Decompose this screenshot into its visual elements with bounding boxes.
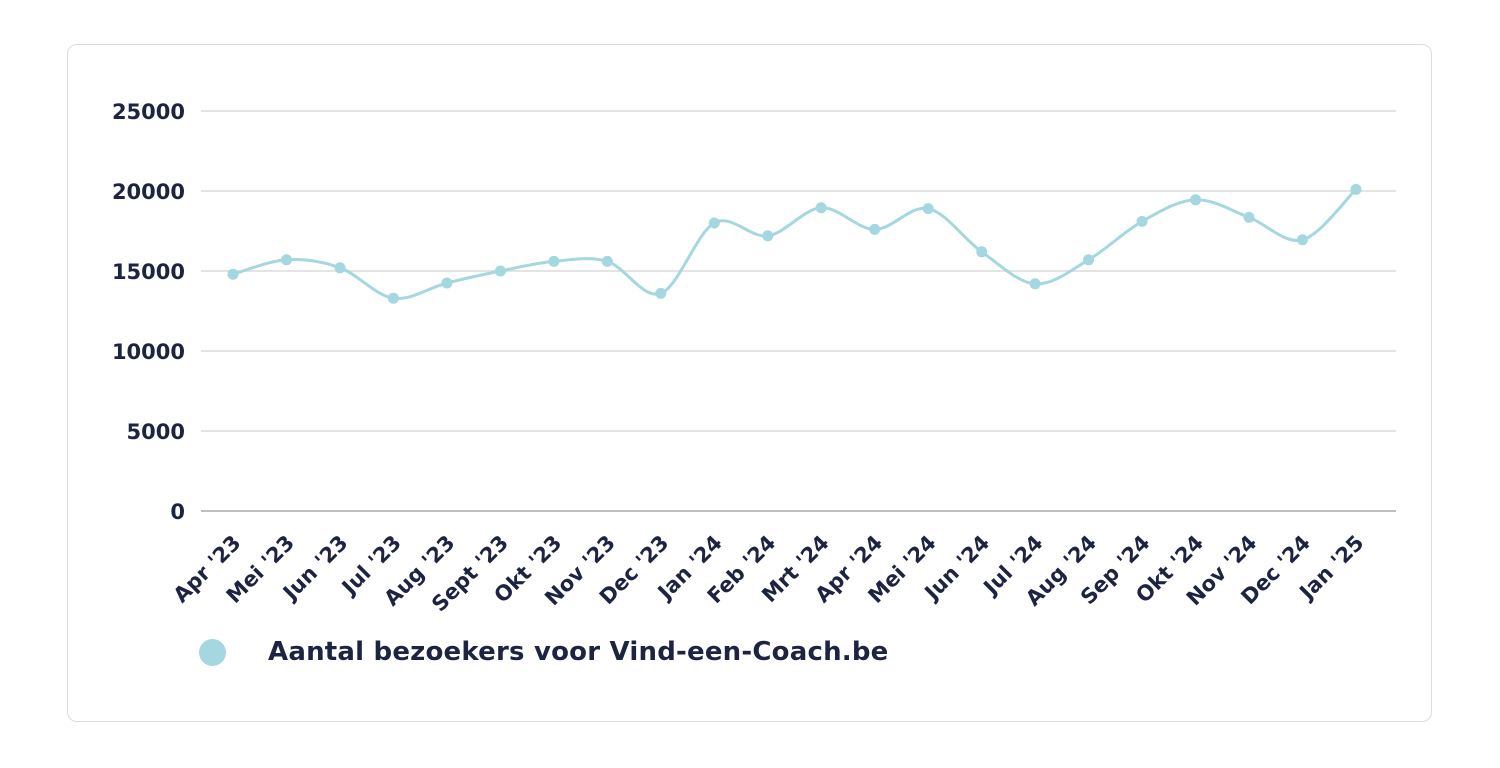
data-point-marker[interactable] — [1190, 194, 1202, 206]
y-tick-label: 5000 — [127, 420, 185, 444]
y-tick-label: 15000 — [112, 260, 185, 284]
data-point-marker[interactable] — [922, 203, 934, 215]
data-point-marker[interactable] — [655, 287, 667, 299]
data-point-marker[interactable] — [1029, 278, 1041, 290]
data-point-marker[interactable] — [1083, 254, 1095, 266]
chart-card: 0 5000 10000 15000 20000 25000 Apr '23 Mei '23 J… — [67, 44, 1432, 722]
data-point-marker[interactable] — [601, 255, 613, 267]
data-point-marker[interactable] — [976, 246, 988, 258]
line-chart: 0 5000 10000 15000 20000 25000 Apr '23 Mei '23 J… — [68, 45, 1431, 616]
data-point-marker[interactable] — [334, 262, 346, 274]
data-point-marker[interactable] — [869, 223, 881, 235]
data-point-marker[interactable] — [762, 230, 774, 242]
data-point-marker[interactable] — [441, 277, 453, 289]
data-point-marker[interactable] — [1243, 211, 1255, 223]
legend-marker-icon — [199, 638, 226, 666]
data-point-marker[interactable] — [281, 254, 292, 266]
data-point-marker[interactable] — [815, 202, 827, 214]
data-point-marker[interactable] — [548, 255, 560, 267]
legend-label: Aantal bezoekers voor Vind-een-Coach.be — [268, 637, 889, 667]
data-point-marker[interactable] — [387, 292, 399, 304]
data-point-marker[interactable] — [494, 265, 506, 277]
chart-line — [231, 187, 1358, 300]
y-tick-label: 10000 — [112, 340, 185, 364]
chart-legend[interactable]: Aantal bezoekers voor Vind-een-Coach.be — [68, 637, 1431, 667]
data-point-marker[interactable] — [1350, 183, 1362, 195]
data-point-marker[interactable] — [1136, 215, 1148, 227]
data-point-marker[interactable] — [227, 268, 239, 280]
y-tick-label: 0 — [170, 500, 185, 524]
y-tick-label: 25000 — [112, 100, 185, 124]
data-point-marker[interactable] — [708, 217, 720, 229]
y-tick-label: 20000 — [112, 180, 185, 204]
data-point-marker[interactable] — [1297, 234, 1308, 246]
